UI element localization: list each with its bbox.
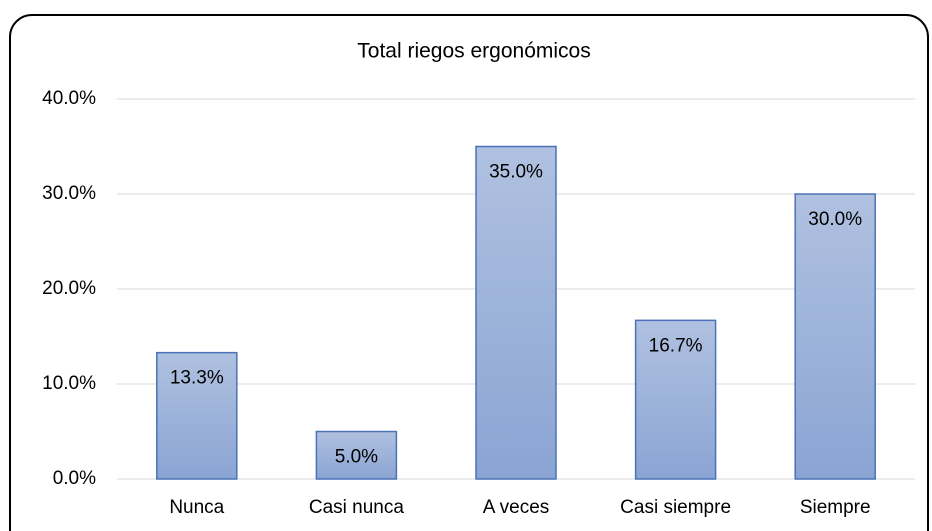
bar	[794, 193, 876, 480]
y-tick-label: 10.0%	[42, 373, 96, 394]
chart-border	[9, 14, 929, 531]
chart-title: Total riegos ergonómicos	[357, 40, 590, 63]
bar	[475, 145, 557, 480]
x-tick-label: Siempre	[800, 497, 871, 518]
y-tick-label: 20.0%	[42, 278, 96, 299]
y-tick-label: 40.0%	[42, 88, 96, 109]
x-tick-label: Nunca	[169, 497, 224, 518]
data-label: 35.0%	[489, 162, 543, 183]
y-tick-label: 30.0%	[42, 183, 96, 204]
data-label: 16.7%	[649, 335, 703, 356]
bar	[156, 351, 238, 480]
data-label: 13.3%	[170, 368, 224, 389]
bar	[315, 430, 398, 480]
x-tick-label: Casi siempre	[620, 497, 731, 518]
data-label: 30.0%	[808, 209, 862, 230]
x-tick-label: A veces	[483, 497, 550, 518]
x-tick-label: Casi nunca	[309, 497, 404, 518]
data-label: 5.0%	[335, 447, 378, 468]
y-tick-label: 0.0%	[53, 468, 96, 489]
bar	[634, 319, 717, 480]
